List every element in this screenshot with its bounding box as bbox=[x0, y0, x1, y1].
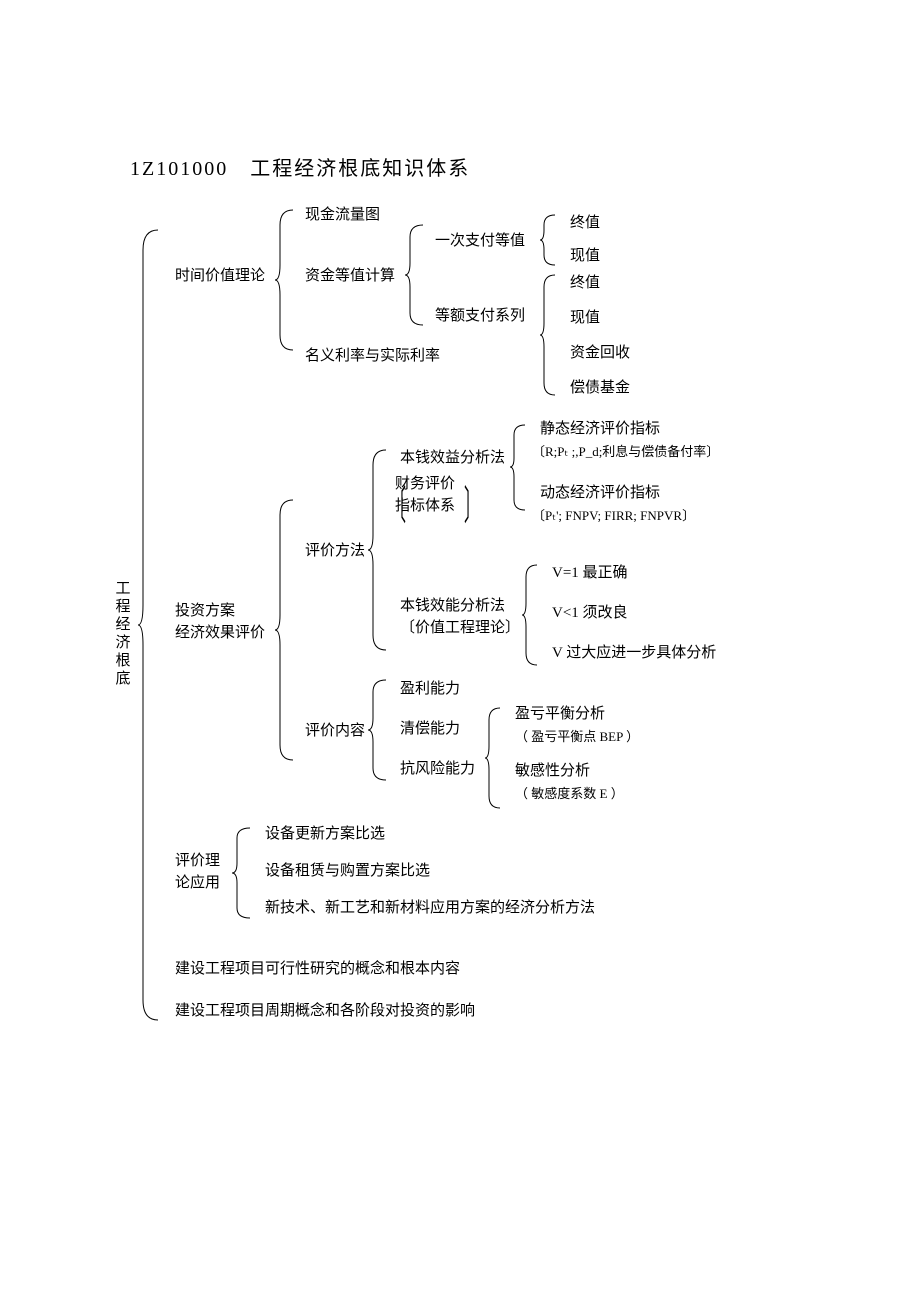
root-brace bbox=[138, 230, 168, 1020]
risk-be-sub: （ 盈亏平衡点 BEP ） bbox=[515, 727, 639, 747]
value-1: V=1 最正确 bbox=[552, 562, 628, 585]
method-fin-1: 财务评价 bbox=[395, 473, 455, 496]
content-brace bbox=[368, 680, 393, 780]
benefit-static-sub: 〔R;Pₜ ;,P_d;利息与偿债备付率〕 bbox=[532, 442, 719, 462]
value-brace bbox=[522, 565, 544, 665]
tree-diagram: 工程经济根底 时间价值理论 投资方案 经济效果评价 评价理 论应用 建设工程项目… bbox=[110, 200, 900, 1050]
l1-time: 时间价值理论 bbox=[175, 265, 265, 288]
single-brace bbox=[540, 215, 562, 265]
value-3: V 过大应进一步具体分析 bbox=[552, 642, 716, 665]
invest-method: 评价方法 bbox=[305, 540, 365, 563]
risk-sens-sub: （ 敏感度系数 E ） bbox=[515, 784, 624, 804]
root-label: 工程经济根底 bbox=[110, 580, 133, 688]
series-recovery: 资金回收 bbox=[570, 342, 630, 365]
equiv-brace bbox=[405, 225, 430, 325]
equiv-single: 一次支付等值 bbox=[435, 230, 525, 253]
apply-1: 设备更新方案比选 bbox=[265, 823, 385, 846]
l1-invest-1: 投资方案 bbox=[175, 600, 235, 623]
series-sinking: 偿债基金 bbox=[570, 377, 630, 400]
value-2: V<1 须改良 bbox=[552, 602, 628, 625]
l1-apply-2: 论应用 bbox=[175, 872, 220, 895]
content-risk: 抗风险能力 bbox=[400, 758, 475, 781]
series-fv: 终值 bbox=[570, 272, 600, 295]
risk-brace bbox=[485, 708, 507, 808]
benefit-static: 静态经济评价指标 bbox=[540, 418, 660, 441]
risk-sens: 敏感性分析 bbox=[515, 760, 590, 783]
method-efficacy-1: 本钱效能分析法 bbox=[400, 595, 505, 618]
l1-invest-2: 经济效果评价 bbox=[175, 622, 265, 645]
apply-2: 设备租赁与购置方案比选 bbox=[265, 860, 430, 883]
invest-content: 评价内容 bbox=[305, 720, 365, 743]
time-rate: 名义利率与实际利率 bbox=[305, 345, 440, 368]
content-solvency: 清偿能力 bbox=[400, 718, 460, 741]
fin-bracket-r: 〕 bbox=[464, 473, 480, 531]
method-fin-2: 指标体系 bbox=[395, 495, 455, 518]
series-brace bbox=[540, 275, 562, 395]
time-brace bbox=[275, 210, 300, 350]
series-pv: 现值 bbox=[570, 307, 600, 330]
benefit-dynamic-sub: 〔Pₜ'; FNPV; FIRR; FNPVR〕 bbox=[532, 506, 695, 526]
risk-be: 盈亏平衡分析 bbox=[515, 703, 605, 726]
invest-brace bbox=[275, 500, 300, 760]
l1-lifecycle: 建设工程项目周期概念和各阶段对投资的影响 bbox=[175, 1000, 475, 1023]
time-cashflow: 现金流量图 bbox=[305, 204, 380, 227]
benefit-brace bbox=[510, 425, 532, 510]
l1-apply-1: 评价理 bbox=[175, 850, 220, 873]
single-fv: 终值 bbox=[570, 212, 600, 235]
method-efficacy-2: 〔价值工程理论〕 bbox=[400, 617, 520, 640]
l1-feasibility: 建设工程项目可行性研究的概念和根本内容 bbox=[175, 958, 460, 981]
single-pv: 现值 bbox=[570, 245, 600, 268]
benefit-dynamic: 动态经济评价指标 bbox=[540, 482, 660, 505]
equiv-series: 等额支付系列 bbox=[435, 305, 525, 328]
content-profit: 盈利能力 bbox=[400, 678, 460, 701]
page-title: 1Z101000 工程经济根底知识体系 bbox=[130, 152, 470, 181]
method-benefit: 本钱效益分析法 bbox=[400, 447, 505, 470]
apply-brace bbox=[232, 828, 257, 918]
apply-3: 新技术、新工艺和新材料应用方案的经济分析方法 bbox=[265, 897, 595, 920]
time-equiv: 资金等值计算 bbox=[305, 265, 395, 288]
